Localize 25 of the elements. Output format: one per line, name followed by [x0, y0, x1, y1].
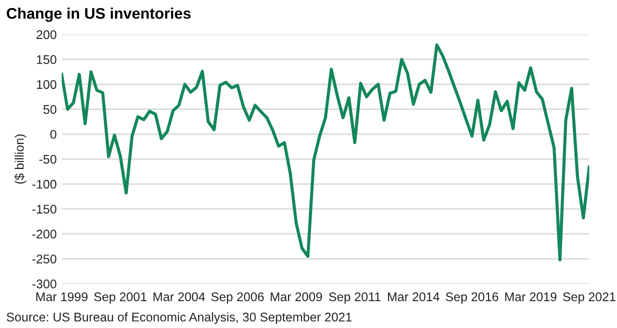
x-tick-label: Sep 2006: [211, 292, 264, 304]
y-tick-label: 0: [50, 130, 56, 139]
y-tick-label: -150: [32, 204, 56, 214]
y-tick-label: -300: [32, 280, 56, 288]
y-tick-label: 150: [36, 55, 56, 64]
y-tick-label: -250: [32, 254, 56, 264]
x-tick-label: Mar 2019: [505, 292, 556, 302]
y-tick-label: 200: [36, 30, 56, 40]
chart-title: Change in US inventories: [6, 8, 191, 22]
x-tick-label: Sep 2021: [563, 292, 616, 304]
y-tick-label: 50: [43, 105, 56, 114]
source-note: Source: US Bureau of Economic Analysis, 30 September 2021: [6, 312, 352, 324]
y-tick-label: -50: [39, 154, 56, 164]
x-tick-label: Mar 2004: [154, 292, 205, 302]
y-tick-label: -100: [32, 180, 56, 189]
x-tick-label: Sep 2016: [446, 292, 498, 304]
y-axis-title: ($ billion): [14, 134, 26, 184]
x-tick-label: Mar 1999: [36, 292, 88, 302]
y-tick-label: 100: [36, 80, 56, 89]
x-tick-label: Mar 2009: [270, 292, 322, 302]
x-tick-label: Sep 2001: [94, 292, 146, 304]
y-tick-label: -200: [32, 230, 56, 239]
x-tick-label: Mar 2014: [388, 292, 440, 302]
x-tick-label: Sep 2011: [329, 292, 380, 304]
line-series: [62, 43, 590, 262]
